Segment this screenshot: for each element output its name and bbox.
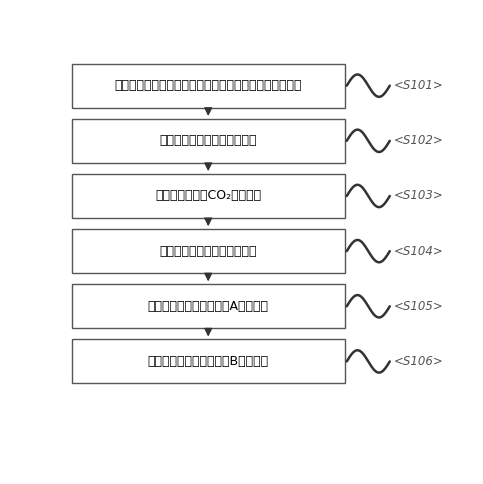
Text: 向油管注入氮气清洗压裂管道: 向油管注入氮气清洗压裂管道	[159, 135, 257, 147]
Text: <S106>: <S106>	[394, 355, 443, 368]
Text: 向油管注入液态CO₂进行压裂: 向油管注入液态CO₂进行压裂	[155, 189, 261, 202]
Text: <S102>: <S102>	[394, 135, 443, 147]
Text: 向油管注入氮气清洗压裂管道: 向油管注入氮气清洗压裂管道	[159, 244, 257, 257]
Bar	[71, 339, 345, 383]
Text: 向套管注入氮气驱替油套环空内液体并保持油套环空压力: 向套管注入氮气驱替油套环空内液体并保持油套环空压力	[114, 79, 302, 92]
Bar	[71, 229, 345, 273]
Bar	[71, 119, 345, 163]
Text: <S101>: <S101>	[394, 79, 443, 92]
Bar	[71, 64, 345, 107]
Text: 向油管注入活性水压裂液A进行压裂: 向油管注入活性水压裂液A进行压裂	[148, 300, 269, 313]
Bar	[71, 284, 345, 328]
Text: 向油管注入活性水压裂液B进行压裂: 向油管注入活性水压裂液B进行压裂	[148, 355, 269, 368]
Text: <S105>: <S105>	[394, 300, 443, 313]
Bar	[71, 174, 345, 218]
Text: <S103>: <S103>	[394, 189, 443, 202]
Text: <S104>: <S104>	[394, 244, 443, 257]
